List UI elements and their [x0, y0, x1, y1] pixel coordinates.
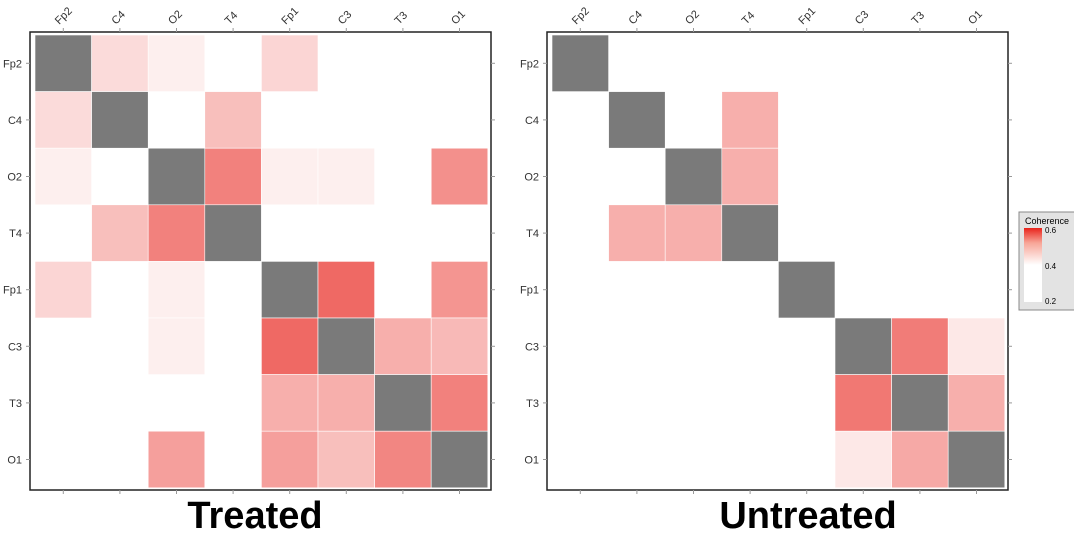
heatmap-cell	[891, 317, 949, 375]
diagonal-cell	[834, 317, 892, 375]
y-tick-label: Fp1	[3, 285, 22, 297]
heatmap-cell	[664, 204, 723, 262]
heatmap-cell	[34, 147, 92, 206]
diagonal-cell	[374, 374, 432, 432]
heatmap-cell	[834, 374, 892, 432]
y-tick-label: C4	[8, 115, 22, 127]
diagonal-cell	[147, 147, 206, 206]
heatmap-cell	[317, 430, 375, 489]
heatmap-cell	[147, 261, 206, 319]
x-tick-label: O2	[683, 8, 702, 27]
heatmap-cell	[947, 374, 1006, 432]
x-tick-label: C3	[336, 9, 354, 27]
y-tick-label: Fp2	[520, 58, 539, 70]
heatmap-cell	[430, 147, 489, 206]
heatmap-cell	[721, 91, 779, 149]
x-tick-label: O2	[166, 8, 185, 27]
treated-title: Treated	[187, 495, 322, 534]
x-tick-label: Fp2	[570, 5, 592, 27]
heatmap-cell	[430, 374, 489, 432]
heatmap-cell	[204, 91, 262, 149]
heatmap-cell	[147, 430, 206, 489]
legend-colorbar	[1024, 228, 1042, 302]
y-tick-label: O2	[7, 172, 22, 184]
y-tick-label: O2	[524, 172, 539, 184]
heatmap-cell	[891, 430, 949, 489]
heatmap-cell	[317, 374, 375, 432]
heatmap-cell	[430, 317, 489, 375]
x-tick-label: T3	[393, 10, 411, 28]
y-tick-label: T4	[9, 228, 22, 240]
diagonal-cell	[891, 374, 949, 432]
x-tick-label: T4	[740, 10, 758, 28]
heatmap-cell	[91, 204, 149, 262]
x-tick-label: Fp1	[279, 5, 301, 27]
heatmap-cell	[147, 34, 206, 92]
treated-panel: Fp2 C4 O2 T4 Fp1 C3 T3 O1 Fp2 C4 O2 T4 Fp1 C3 T3 O1	[3, 5, 495, 494]
y-tick-label: T3	[526, 398, 539, 410]
diagonal-cell	[91, 91, 149, 149]
y-tick-label: C4	[525, 115, 539, 127]
legend-tick-label: 0.6	[1045, 226, 1057, 235]
untreated-title: Untreated	[719, 495, 896, 534]
y-tick-label: O1	[524, 455, 539, 467]
diagonal-cell	[947, 430, 1006, 489]
heatmap-cell	[261, 147, 319, 206]
y-tick-label: T3	[9, 398, 22, 410]
diagonal-cell	[204, 204, 262, 262]
y-tick-label: C3	[8, 341, 22, 353]
heatmap-cell	[34, 261, 92, 319]
heatmap-cell	[261, 34, 319, 92]
legend-tick-label: 0.2	[1045, 297, 1057, 306]
diagonal-cell	[34, 34, 92, 92]
heatmap-cell	[34, 91, 92, 149]
heatmap-cell	[147, 317, 206, 375]
heatmap-cell	[947, 317, 1006, 375]
heatmap-cell	[91, 34, 149, 92]
untreated-panel: Fp2 C4 O2 T4 Fp1 C3 T3 O1 Fp2 C4 O2 T4 Fp1 C3 T3 O1	[520, 5, 1012, 494]
diagonal-cell	[721, 204, 779, 262]
y-tick-label: O1	[7, 455, 22, 467]
x-tick-label: C3	[853, 9, 871, 27]
heatmap-cell	[204, 147, 262, 206]
heatmap-cell	[374, 317, 432, 375]
color-legend: Coherence 0.6 0.4 0.2	[1018, 211, 1074, 311]
diagonal-cell	[261, 261, 319, 319]
y-tick-label: Fp2	[3, 58, 22, 70]
x-tick-label: Fp2	[53, 5, 75, 27]
heatmap-cell	[608, 204, 666, 262]
heatmap-cell	[261, 317, 319, 375]
x-tick-label: T3	[910, 10, 928, 28]
heatmap-cell	[430, 261, 489, 319]
x-tick-label: C4	[627, 9, 645, 27]
heatmap-cell	[261, 430, 319, 489]
x-tick-label: Fp1	[796, 5, 818, 27]
diagonal-cell	[551, 34, 609, 92]
y-tick-label: Fp1	[520, 285, 539, 297]
heatmap-cell	[721, 147, 779, 206]
x-tick-label: O1	[449, 8, 468, 27]
diagonal-cell	[430, 430, 489, 489]
legend-title: Coherence	[1025, 216, 1069, 226]
diagonal-cell	[317, 317, 375, 375]
legend-tick-label: 0.4	[1045, 262, 1057, 271]
y-tick-label: C3	[525, 341, 539, 353]
diagonal-cell	[608, 91, 666, 149]
heatmap-cell	[317, 147, 375, 206]
y-tick-label: T4	[526, 228, 539, 240]
x-tick-label: O1	[966, 8, 985, 27]
diagonal-cell	[778, 261, 836, 319]
heatmap-cell	[261, 374, 319, 432]
diagonal-cell	[664, 147, 723, 206]
x-tick-label: T4	[223, 10, 241, 28]
heatmap-cell	[834, 430, 892, 489]
x-tick-label: C4	[110, 9, 128, 27]
heatmap-cell	[374, 430, 432, 489]
heatmap-cell	[317, 261, 375, 319]
heatmap-cell	[147, 204, 206, 262]
